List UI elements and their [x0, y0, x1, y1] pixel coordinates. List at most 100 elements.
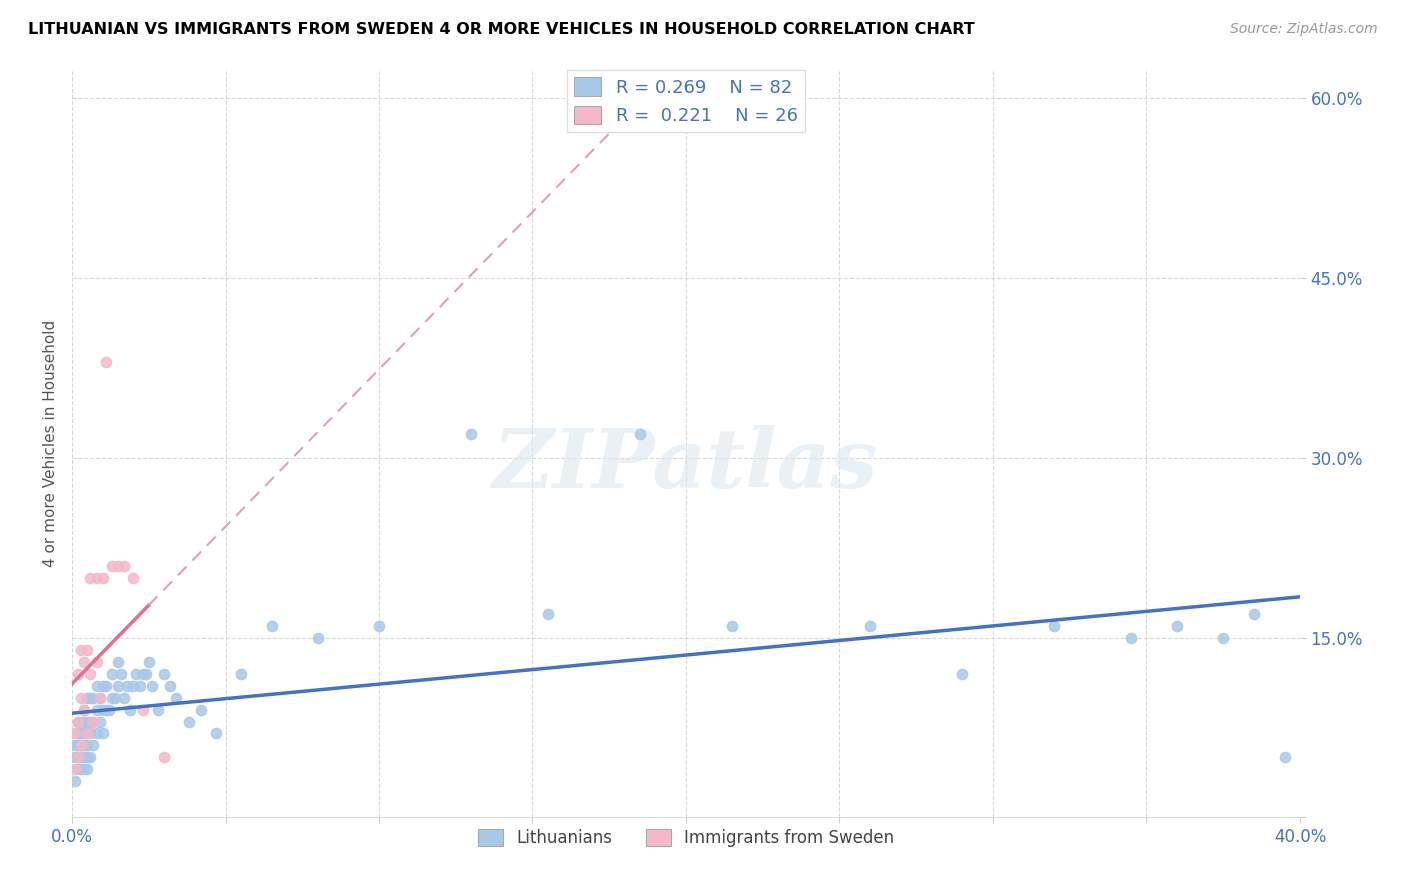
- Point: [112, 558, 135, 573]
- Point: [205, 726, 228, 740]
- Point: [146, 702, 169, 716]
- Point: [67, 726, 90, 740]
- Point: [159, 679, 181, 693]
- Point: [460, 426, 482, 441]
- Point: [73, 750, 96, 764]
- Point: [82, 690, 104, 705]
- Point: [63, 763, 86, 777]
- Point: [76, 726, 98, 740]
- Point: [131, 702, 153, 716]
- Point: [70, 714, 93, 729]
- Point: [79, 750, 101, 764]
- Point: [138, 655, 160, 669]
- Y-axis label: 4 or more Vehicles in Household: 4 or more Vehicles in Household: [44, 319, 58, 566]
- Point: [82, 714, 104, 729]
- Point: [1212, 631, 1234, 645]
- Point: [1043, 618, 1066, 632]
- Point: [229, 666, 252, 681]
- Point: [91, 679, 114, 693]
- Point: [120, 702, 142, 716]
- Point: [101, 558, 124, 573]
- Point: [107, 558, 129, 573]
- Point: [63, 750, 86, 764]
- Point: [89, 690, 111, 705]
- Point: [368, 618, 391, 632]
- Point: [70, 750, 93, 764]
- Point: [1274, 750, 1296, 764]
- Point: [91, 702, 114, 716]
- Point: [70, 642, 93, 657]
- Point: [260, 618, 283, 632]
- Point: [89, 690, 111, 705]
- Text: LITHUANIAN VS IMMIGRANTS FROM SWEDEN 4 OR MORE VEHICLES IN HOUSEHOLD CORRELATION: LITHUANIAN VS IMMIGRANTS FROM SWEDEN 4 O…: [28, 22, 974, 37]
- Point: [63, 774, 86, 789]
- Point: [67, 714, 90, 729]
- Point: [70, 739, 93, 753]
- Point: [67, 763, 90, 777]
- Point: [76, 763, 98, 777]
- Point: [153, 750, 176, 764]
- Point: [86, 655, 108, 669]
- Point: [79, 571, 101, 585]
- Point: [97, 702, 120, 716]
- Point: [86, 571, 108, 585]
- Point: [73, 739, 96, 753]
- Point: [73, 714, 96, 729]
- Point: [628, 426, 651, 441]
- Point: [82, 714, 104, 729]
- Point: [76, 714, 98, 729]
- Point: [1119, 631, 1142, 645]
- Point: [307, 631, 329, 645]
- Point: [91, 571, 114, 585]
- Point: [86, 726, 108, 740]
- Point: [76, 690, 98, 705]
- Point: [70, 690, 93, 705]
- Point: [537, 607, 560, 621]
- Point: [859, 618, 882, 632]
- Point: [73, 726, 96, 740]
- Point: [1166, 618, 1188, 632]
- Point: [91, 726, 114, 740]
- Point: [122, 571, 145, 585]
- Point: [110, 666, 132, 681]
- Point: [67, 750, 90, 764]
- Point: [122, 679, 145, 693]
- Point: [82, 739, 104, 753]
- Point: [165, 690, 187, 705]
- Point: [76, 726, 98, 740]
- Point: [86, 679, 108, 693]
- Point: [76, 739, 98, 753]
- Point: [950, 666, 973, 681]
- Point: [190, 702, 212, 716]
- Point: [117, 679, 139, 693]
- Point: [86, 702, 108, 716]
- Point: [73, 655, 96, 669]
- Point: [70, 726, 93, 740]
- Point: [107, 679, 129, 693]
- Point: [104, 690, 127, 705]
- Point: [63, 726, 86, 740]
- Point: [73, 702, 96, 716]
- Point: [721, 618, 744, 632]
- Point: [70, 763, 93, 777]
- Point: [101, 690, 124, 705]
- Point: [70, 739, 93, 753]
- Point: [112, 690, 135, 705]
- Point: [101, 666, 124, 681]
- Point: [89, 714, 111, 729]
- Point: [67, 739, 90, 753]
- Point: [1243, 607, 1265, 621]
- Point: [128, 679, 150, 693]
- Point: [94, 679, 117, 693]
- Point: [131, 666, 153, 681]
- Point: [135, 666, 157, 681]
- Point: [63, 739, 86, 753]
- Point: [73, 763, 96, 777]
- Point: [79, 666, 101, 681]
- Legend: Lithuanians, Immigrants from Sweden: Lithuanians, Immigrants from Sweden: [471, 822, 901, 854]
- Point: [67, 750, 90, 764]
- Point: [67, 666, 90, 681]
- Point: [67, 714, 90, 729]
- Point: [141, 679, 163, 693]
- Point: [76, 642, 98, 657]
